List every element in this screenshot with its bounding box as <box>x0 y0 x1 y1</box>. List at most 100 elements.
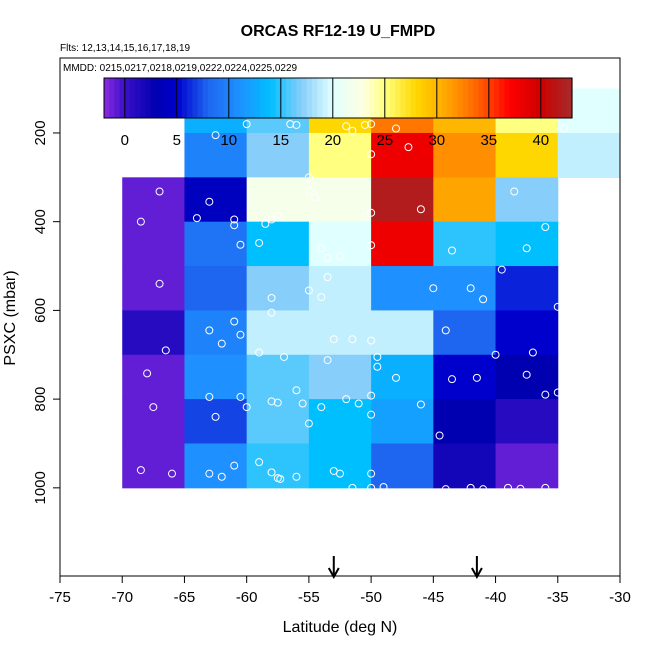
heatmap-cell <box>433 177 497 223</box>
observation-point <box>491 350 500 359</box>
heatmap-cell <box>184 177 248 223</box>
colorbar-segment <box>530 78 537 118</box>
colorbar-segment <box>223 78 230 118</box>
observation-point <box>230 317 239 326</box>
observation-point <box>479 485 488 494</box>
colorbar-segment <box>379 78 386 118</box>
colorbar-tick-label: 10 <box>220 132 237 149</box>
arrow-head <box>471 567 483 580</box>
heatmap-cell <box>184 132 248 178</box>
heatmap-cell <box>371 443 434 489</box>
observation-point <box>553 302 562 311</box>
colorbar-segment <box>400 78 407 118</box>
observation-point <box>317 244 326 253</box>
observation-point <box>348 126 357 135</box>
x-axis-label: Latitude (deg N) <box>283 619 398 636</box>
heatmap-cell <box>495 132 559 178</box>
heatmap-cell <box>246 354 310 400</box>
colorbar-segment <box>561 78 568 118</box>
heatmap-cell <box>122 354 185 400</box>
colorbar-segment <box>145 78 152 118</box>
colorbar-segment <box>296 78 303 118</box>
observation-point <box>466 284 475 293</box>
observation-point <box>205 469 214 478</box>
observation-point <box>392 124 400 133</box>
colorbar-segment <box>166 78 173 118</box>
observation-point <box>516 484 525 493</box>
observation-point <box>404 143 413 152</box>
colorbar-segment <box>426 78 433 118</box>
colorbar-segment <box>390 78 396 118</box>
arrow-markers <box>327 556 483 580</box>
colorbar-segment <box>457 78 464 118</box>
observation-point <box>510 187 519 196</box>
heatmap-cell <box>184 443 248 489</box>
observation-point <box>367 120 376 129</box>
colorbar-segment <box>540 78 547 118</box>
colorbar-segment <box>499 78 505 118</box>
observation-point <box>317 403 326 412</box>
heatmap-cell <box>308 354 372 400</box>
observation-point <box>479 295 488 304</box>
colorbar-tick-label: 20 <box>324 132 341 149</box>
heatmap-cell <box>122 399 185 444</box>
heatmap-cell <box>246 443 310 489</box>
observation-point <box>161 346 170 355</box>
observation-point <box>192 214 201 223</box>
colorbar-segment <box>327 78 334 118</box>
observation-point <box>230 461 239 470</box>
heatmap-cell <box>433 443 497 489</box>
observation-point <box>136 217 145 226</box>
observation-point <box>367 483 376 492</box>
heatmap-cell <box>433 132 497 178</box>
colorbar-segment <box>317 78 323 118</box>
observation-point <box>211 131 220 140</box>
colorbar <box>103 77 573 119</box>
colorbar-segment <box>228 78 235 118</box>
colorbar-segment <box>156 78 162 118</box>
observation-point <box>292 120 301 129</box>
dates-subtitle: MMDD: 0215,0217,0218,0219,0222,0224,0225… <box>63 63 298 74</box>
colorbar-segment <box>358 78 365 118</box>
x-tick-label: -50 <box>360 589 382 606</box>
observation-point <box>392 373 400 382</box>
observation-point <box>379 482 388 491</box>
colorbar-segment <box>353 78 360 118</box>
observation-point <box>276 474 285 483</box>
colorbar-segment <box>234 78 240 118</box>
colorbar-segment <box>374 78 381 118</box>
colorbar-segment <box>208 78 214 118</box>
colorbar-segment <box>265 78 271 118</box>
observation-point <box>323 356 332 365</box>
colorbar-segment <box>124 78 131 118</box>
observation-point <box>435 431 444 440</box>
observation-point <box>155 187 164 196</box>
colorbar-segment <box>322 78 329 118</box>
colorbar-segment <box>140 78 147 118</box>
observation-point <box>367 150 376 159</box>
colorbar-tick-label: 35 <box>480 132 497 149</box>
heatmap-cell <box>122 443 185 489</box>
observation-point <box>367 391 376 400</box>
observation-point <box>441 485 450 494</box>
colorbar-segment <box>509 78 516 118</box>
observation-point <box>429 284 438 293</box>
heatmap-cell <box>308 177 372 223</box>
heatmap-cell <box>308 443 372 489</box>
observation-point <box>267 397 276 406</box>
colorbar-segment <box>348 78 355 118</box>
observation-point <box>205 326 214 335</box>
colorbar-segment <box>161 78 167 118</box>
chart-title: ORCAS RF12-19 U_FMPD <box>241 23 436 40</box>
heatmap-cell <box>371 177 434 223</box>
colorbar-segment <box>192 78 199 118</box>
colorbar-segment <box>436 78 443 118</box>
observation-point <box>280 352 288 361</box>
observation-point <box>504 483 512 492</box>
x-tick-label: -55 <box>298 589 320 606</box>
observation-point <box>522 244 531 253</box>
observation-point <box>336 252 344 261</box>
colorbar-segment <box>546 78 552 118</box>
x-tick-label: -40 <box>485 589 507 606</box>
